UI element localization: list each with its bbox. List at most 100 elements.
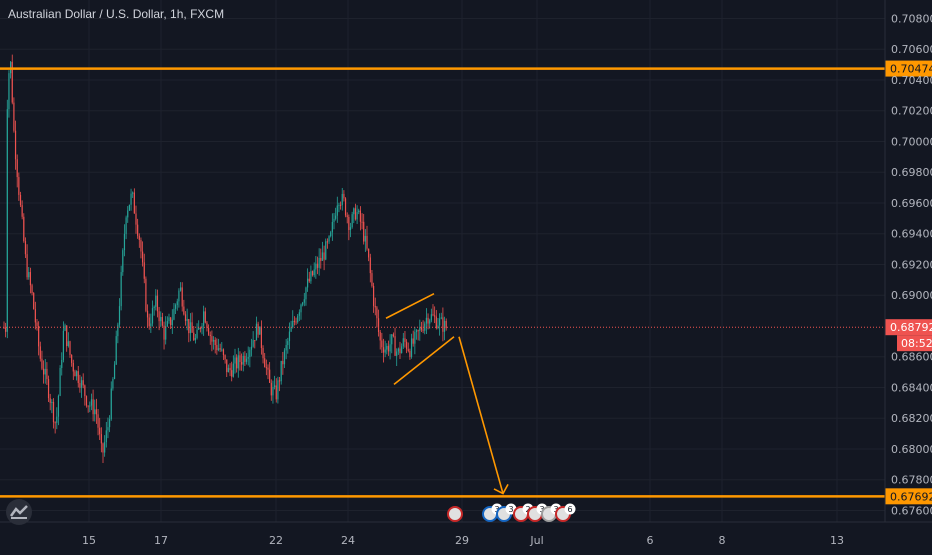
- candle-body: [104, 442, 106, 453]
- countdown-label: 08:52: [901, 337, 932, 350]
- candle-body: [165, 326, 167, 340]
- candle-body: [358, 210, 360, 213]
- event-flag-icon[interactable]: [447, 506, 463, 522]
- candle-body: [204, 311, 206, 323]
- candle-body: [85, 396, 88, 406]
- candle-body: [373, 285, 375, 306]
- candle-body: [71, 354, 73, 363]
- candle-body: [18, 177, 20, 195]
- candle-body: [353, 208, 355, 215]
- candle-body: [249, 349, 251, 358]
- candle-body: [224, 355, 226, 360]
- x-tick-label: 24: [341, 534, 355, 547]
- candle-body: [282, 360, 284, 365]
- candle-body: [364, 235, 366, 242]
- candle-body: [311, 271, 314, 276]
- candle-body: [110, 388, 112, 420]
- candle-body: [346, 215, 348, 217]
- last-price-label: 0.68792: [890, 321, 932, 334]
- candle-body: [275, 385, 277, 400]
- candle-body: [321, 252, 324, 261]
- candle-body: [435, 316, 437, 329]
- y-tick-label: 0.69000: [891, 289, 932, 302]
- candle-body: [237, 355, 239, 369]
- candle-body: [52, 401, 55, 423]
- candle-body: [184, 314, 187, 321]
- candle-body: [422, 329, 424, 331]
- candle-body: [259, 326, 261, 335]
- candle-body: [77, 371, 79, 384]
- level-price-label: 0.70474: [890, 63, 932, 76]
- candle-body: [118, 306, 121, 325]
- candle-body: [33, 293, 35, 310]
- candle-body: [206, 322, 208, 328]
- candle-body: [302, 302, 304, 305]
- candle-body: [313, 269, 315, 276]
- candle-body: [117, 324, 119, 337]
- candle-body: [287, 341, 289, 346]
- candle-body: [127, 210, 129, 218]
- y-tick-label: 0.69400: [891, 228, 932, 241]
- candle-body: [368, 248, 370, 258]
- candle-body: [269, 369, 271, 383]
- y-tick-label: 0.70200: [891, 105, 932, 118]
- candle-body: [105, 430, 107, 443]
- x-tick-label: 6: [647, 534, 654, 547]
- candle-body: [155, 295, 157, 307]
- channel-lower-line[interactable]: [393, 336, 455, 386]
- candle-body: [170, 317, 172, 326]
- candle-body: [87, 405, 89, 407]
- candle-body: [123, 233, 126, 251]
- candle-body: [183, 306, 185, 315]
- event-count-label: 3: [494, 505, 499, 514]
- candle-body: [323, 252, 325, 260]
- candle-body: [280, 360, 282, 382]
- candle-body: [132, 192, 134, 194]
- candle-body: [66, 325, 68, 347]
- event-count-label: 6: [567, 505, 572, 514]
- tradingview-logo-icon[interactable]: [6, 499, 32, 525]
- candle-body: [442, 317, 444, 332]
- candle-body: [412, 338, 414, 344]
- candle-body: [133, 192, 135, 214]
- candle-body: [179, 287, 182, 291]
- candle-body: [217, 348, 220, 351]
- candle-body: [39, 346, 41, 359]
- candle-body: [203, 311, 205, 326]
- candle-body: [331, 222, 333, 233]
- candle-body: [29, 272, 31, 286]
- candle-body: [308, 278, 310, 282]
- candle-body: [76, 371, 78, 377]
- candle-body: [232, 363, 234, 377]
- x-tick-label: 29: [455, 534, 469, 547]
- candle-body: [69, 341, 71, 355]
- candle-body: [415, 330, 418, 333]
- candle-body: [97, 414, 99, 428]
- candle-body: [168, 317, 170, 322]
- candle-body: [328, 236, 330, 242]
- forecast-arrow-line[interactable]: [458, 336, 504, 494]
- candle-body: [406, 341, 408, 350]
- level-price-tag: [885, 488, 932, 505]
- candle-body: [140, 239, 142, 252]
- candle-body: [379, 331, 381, 341]
- y-tick-label: 0.70400: [891, 74, 932, 87]
- candle-body: [145, 278, 147, 311]
- candle-body: [437, 325, 439, 329]
- x-tick-label: Jul: [529, 534, 543, 547]
- candle-body: [247, 357, 249, 359]
- candle-body: [260, 326, 262, 349]
- channel-upper-line[interactable]: [385, 292, 435, 319]
- candle-body: [122, 250, 124, 273]
- candle-body: [214, 339, 216, 346]
- candle-body: [420, 327, 423, 330]
- candle-body: [439, 318, 441, 326]
- candle-body: [285, 345, 287, 351]
- candle-body: [445, 320, 447, 329]
- candle-body: [417, 330, 419, 332]
- candle-body: [100, 434, 102, 444]
- candle-body: [156, 295, 159, 312]
- candle-body: [376, 307, 378, 319]
